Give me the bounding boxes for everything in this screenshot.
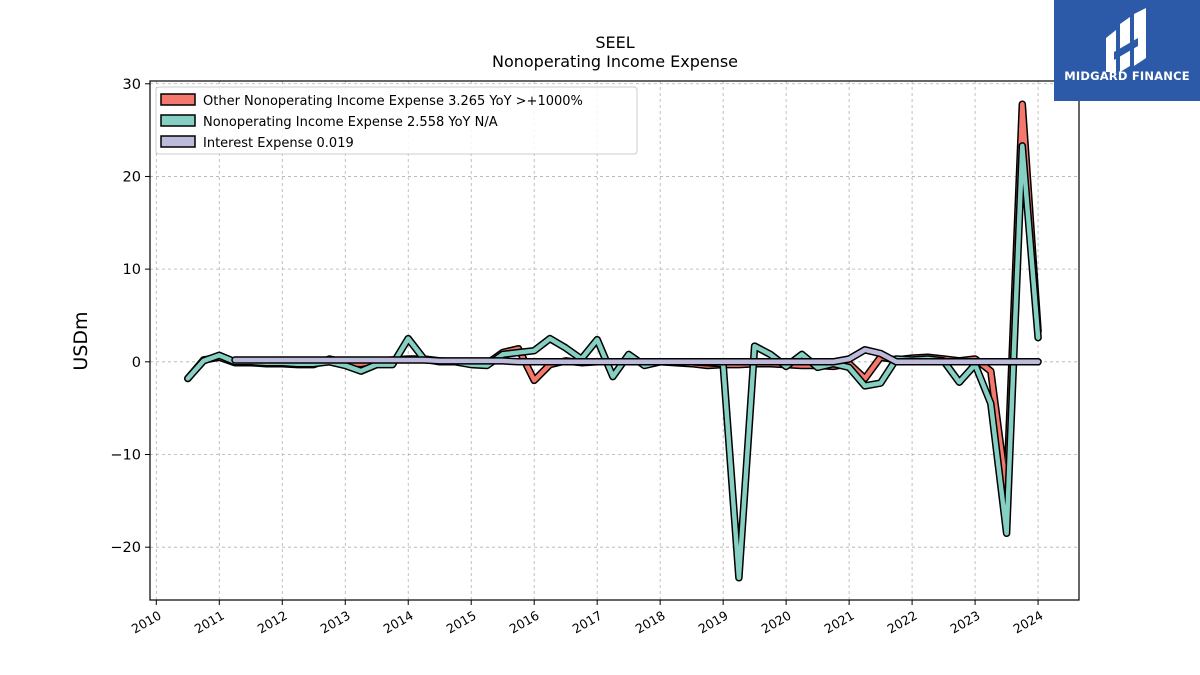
- x-tick-label: 2017: [570, 608, 605, 637]
- y-tick-label: 30: [123, 77, 141, 93]
- x-tick-label: 2013: [318, 608, 353, 637]
- legend-box: [155, 86, 638, 155]
- x-tick-label: 2022: [885, 608, 920, 637]
- legend-label: Interest Expense 0.019: [203, 136, 354, 151]
- series-line-1: [184, 100, 1042, 496]
- x-tick-label: 2014: [381, 608, 416, 637]
- x-tick-label: 2010: [129, 608, 164, 637]
- legend-swatch: [160, 114, 196, 127]
- legend-swatch: [160, 93, 196, 106]
- y-axis-label: USDm: [70, 311, 92, 370]
- plot-frame: [149, 80, 1080, 601]
- x-tick-label: 2023: [948, 608, 983, 637]
- x-tick-label: 2021: [822, 608, 857, 637]
- y-tick-label: 20: [123, 169, 141, 185]
- y-axis: −20 −10 0 10 20 30: [110, 77, 150, 556]
- x-tick-label: 2012: [255, 608, 290, 637]
- legend: Other Nonoperating Income Expense 3.265 …: [155, 86, 638, 155]
- x-axis: 2010 2011 2012 2013 2014 2015 2016 2017 2018 2019…: [129, 600, 1046, 637]
- x-tick-label: 2020: [759, 608, 794, 637]
- chart-subtitle: Nonoperating Income Expense: [492, 52, 738, 71]
- x-tick-label: 2011: [192, 608, 227, 637]
- x-tick-label: 2015: [444, 608, 479, 637]
- y-tick-label: −20: [110, 540, 141, 556]
- series-line-3: [231, 346, 1042, 366]
- logo-mark-icon: [1106, 8, 1146, 72]
- legend-label: Other Nonoperating Income Expense 3.265 …: [203, 94, 583, 109]
- x-tick-label: 2024: [1011, 608, 1046, 637]
- series-stroke: [185, 101, 1041, 494]
- series-outline: [184, 100, 1042, 496]
- midgard-finance-logo: MIDGARD FINANCE: [1054, 0, 1200, 101]
- y-tick-label: 10: [123, 262, 141, 278]
- series-stroke: [232, 347, 1041, 365]
- legend-label: Nonoperating Income Expense 2.558 YoY N/…: [203, 115, 498, 130]
- grid: [150, 81, 1079, 600]
- series-layer: [184, 100, 1042, 582]
- x-tick-label: 2018: [633, 608, 668, 637]
- legend-swatch: [160, 135, 196, 148]
- logo-text: MIDGARD FINANCE: [1064, 69, 1190, 83]
- y-tick-label: −10: [110, 447, 141, 463]
- x-tick-label: 2019: [696, 608, 731, 637]
- x-tick-label: 2016: [507, 608, 542, 637]
- y-tick-label: 0: [132, 355, 141, 371]
- chart-title: SEEL: [595, 33, 634, 52]
